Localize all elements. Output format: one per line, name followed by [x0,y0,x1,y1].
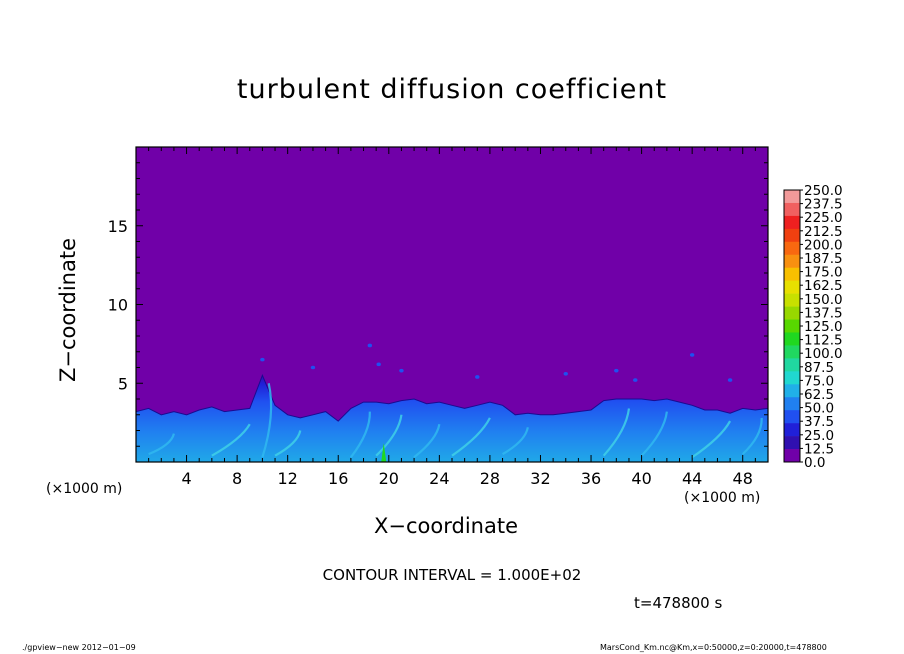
colorbar-segment [784,397,800,411]
x-tick-label: 24 [429,469,449,488]
colorbar-label: 25.0 [804,428,834,444]
turbulent-streak [602,408,631,457]
x-tick-label: 36 [581,469,601,488]
turbulent-blob [727,378,733,382]
x-axis-label: X−coordinate [374,514,518,538]
x-tick-label: 32 [530,469,550,488]
colorbar-segment [784,254,800,269]
colorbar-label: 12.5 [804,441,834,457]
turbulent-streak [640,411,668,457]
x-tick-label: 48 [733,469,753,488]
colorbar-segment [784,215,800,230]
turbulent-streak [691,420,732,459]
colorbar-segment [784,384,800,398]
turbulent-streak [148,433,175,456]
colorbar-label: 50.0 [804,401,834,417]
colorbar-label: 75.0 [804,373,834,389]
colorbar-segment [784,280,800,294]
colorbar-segment [784,332,800,346]
x-tick-label: 4 [181,469,191,488]
turbulent-streak [413,423,441,459]
x-tick-label: 12 [278,469,298,488]
turbulent-blob [563,372,568,376]
turbulent-blob [399,368,404,373]
colorbar-label: 200.0 [804,237,843,253]
y-tick-label: 15 [108,217,128,236]
y-axis-label: Z−coordinate [56,238,80,382]
colorbar-label: 0.0 [804,455,825,471]
turbulent-streak [375,414,403,457]
colorbar-segment [784,228,800,243]
colorbar-label: 112.5 [804,333,843,349]
turbulent-blob [376,362,381,367]
colorbar-label: 250.0 [804,183,843,199]
colorbar-segment [784,267,800,281]
x-tick-label: 20 [379,469,399,488]
colorbar-label: 100.0 [804,346,843,362]
x-tick-label: 8 [232,469,242,488]
colorbar-segment [784,319,800,333]
turbulent-blob [689,353,695,357]
x-tick-label: 44 [682,469,702,488]
turbulent-blob [310,365,316,370]
colorbar-label: 150.0 [804,292,843,308]
x-tick-label: 40 [631,469,651,488]
x-unit-label-right: (×1000 m) [684,490,761,506]
footer-right: MarsCond_Km.nc@Km,x=0:50000,z=0:20000,t=… [600,643,827,652]
turbulent-streak [350,411,371,458]
turbulent-streak [274,430,302,457]
colorbar-label: 137.5 [804,305,843,321]
turbulent-streak [211,423,251,457]
colorbar-label: 175.0 [804,265,843,281]
turbulent-streak [261,383,273,458]
turbulent-blob [367,343,373,348]
turbulent-blob [260,357,265,362]
colorbar-segment [784,436,800,450]
colorbar-segment [784,241,800,256]
colorbar-segment [784,410,800,424]
colorbar-label: 237.5 [804,197,843,213]
peak-spike [381,443,387,462]
x-tick-label: 28 [480,469,500,488]
turbulent-streak [502,427,529,456]
colorbar-label: 212.5 [804,224,843,240]
x-unit-label-left: (×1000 m) [46,481,123,497]
turbulent-blob [633,378,638,382]
time-label: t=478800 s [634,594,723,612]
colorbar-label: 87.5 [804,360,834,376]
colorbar-label: 125.0 [804,319,843,335]
colorbar-label: 162.5 [804,278,843,294]
colorbar-segment [784,345,800,359]
x-tick-label: 16 [328,469,348,488]
turbulent-blob [475,375,480,379]
colorbar-segment [784,358,800,372]
colorbar-segment [784,293,800,307]
y-tick-label: 5 [118,374,128,393]
colorbar-segment [784,190,800,204]
colorbar-segment [784,202,800,217]
colorbar-segment [784,423,800,437]
turbulent-streak [741,417,763,455]
colorbar-label: 62.5 [804,387,834,403]
colorbar-segment [784,449,800,463]
colorbar-label: 225.0 [804,210,843,226]
chart-title: turbulent diffusion coefficient [236,74,668,105]
y-tick-label: 10 [108,296,128,315]
turbulent-streak [451,417,491,457]
colorbar-label: 37.5 [804,414,834,430]
colorbar-label: 187.5 [804,251,843,267]
turbulent-blob [614,368,619,373]
contour-interval-label: CONTOUR INTERVAL = 1.000E+02 [322,566,582,584]
colorbar-segment [784,371,800,385]
colorbar-segment [784,306,800,320]
footer-left: ./gpview−new 2012−01−09 [22,643,136,652]
